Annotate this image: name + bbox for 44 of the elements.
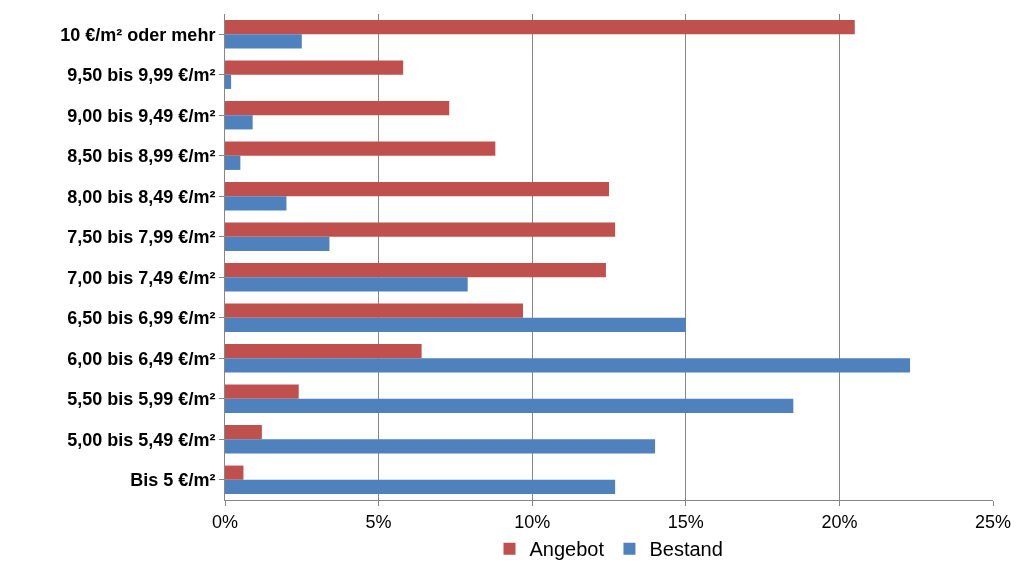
y-tick-label: 5,50 bis 5,99 €/m² xyxy=(67,389,216,410)
y-tick-label: 6,50 bis 6,99 €/m² xyxy=(67,308,216,329)
y-tick-label: 8,00 bis 8,49 €/m² xyxy=(67,186,216,207)
x-tick-label: 5% xyxy=(365,511,392,532)
bar xyxy=(225,141,496,156)
legend-label: Bestand xyxy=(649,538,723,561)
bar xyxy=(225,303,523,318)
bar xyxy=(225,20,855,35)
x-tick-label: 25% xyxy=(974,511,1012,532)
x-tick-label: 15% xyxy=(667,511,704,532)
y-tick-label: 6,00 bis 6,49 €/m² xyxy=(67,348,216,369)
bar xyxy=(225,358,911,373)
bar xyxy=(225,182,609,197)
bar xyxy=(225,101,450,116)
legend-label: Angebot xyxy=(529,538,605,561)
bar xyxy=(225,74,232,89)
y-tick-label: 9,50 bis 9,99 €/m² xyxy=(67,65,216,86)
bar xyxy=(225,236,330,251)
bar xyxy=(225,34,302,49)
bar xyxy=(225,277,468,292)
bar xyxy=(225,384,299,399)
x-tick-label: 10% xyxy=(514,511,551,532)
bar xyxy=(225,439,656,454)
y-tick-label: 7,50 bis 7,99 €/m² xyxy=(67,227,216,248)
bar xyxy=(225,398,794,413)
bar xyxy=(225,222,616,237)
x-tick-label: 0% xyxy=(211,511,239,532)
y-tick-label: 9,00 bis 9,49 €/m² xyxy=(67,105,216,126)
y-tick-label: 7,00 bis 7,49 €/m² xyxy=(67,267,216,288)
y-tick-label: 5,00 bis 5,49 €/m² xyxy=(67,429,216,450)
y-tick-label: Bis 5 €/m² xyxy=(130,470,216,491)
bar xyxy=(225,196,287,211)
x-tick-label: 20% xyxy=(821,511,858,532)
bar xyxy=(225,317,686,332)
bar xyxy=(225,344,422,359)
bar xyxy=(225,479,616,494)
y-tick-label: 10 €/m² oder mehr xyxy=(60,24,216,45)
bar xyxy=(225,155,241,170)
bar xyxy=(225,263,606,278)
bar xyxy=(225,425,262,440)
bar xyxy=(225,115,253,130)
y-tick-label: 8,50 bis 8,99 €/m² xyxy=(67,146,216,167)
bar xyxy=(225,465,244,480)
bar xyxy=(225,60,404,75)
